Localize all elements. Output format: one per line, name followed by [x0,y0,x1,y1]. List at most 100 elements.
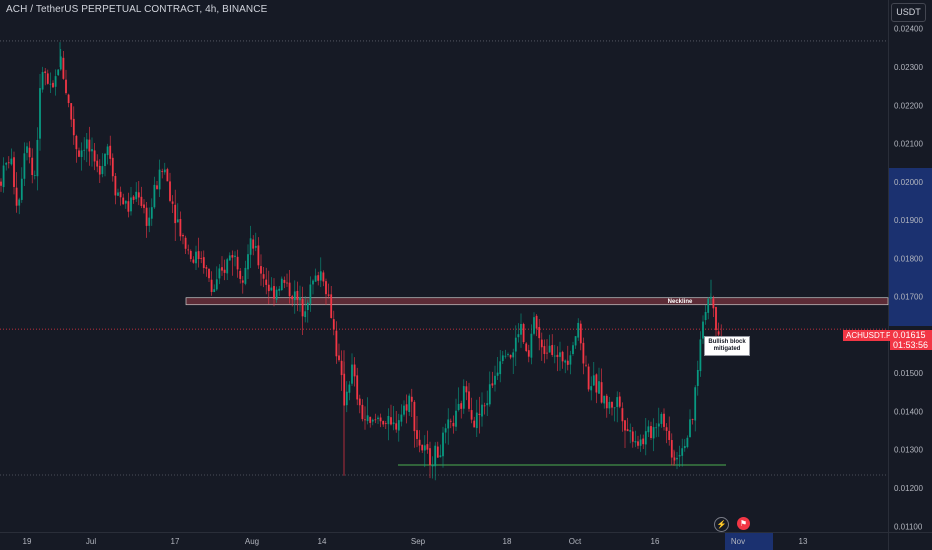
candle-body [434,445,437,467]
candle-body [257,245,260,266]
candle-body [626,429,629,432]
x-tick-label: 13 [799,537,808,546]
candle-body [299,297,301,301]
candle-body [379,417,382,422]
candle-body [358,398,361,406]
candle-body [231,255,234,258]
candle-body [473,420,476,428]
candle-body [655,427,658,429]
candle-body [353,364,356,377]
candle-body [605,395,608,409]
candle-body [665,427,668,431]
candle-body [7,162,10,164]
candle-body [49,83,52,85]
candle-body [590,386,593,391]
candle-body [273,286,275,299]
candle-body [252,239,255,249]
candle-body [236,256,239,270]
x-tick-label: 18 [503,537,512,546]
candle-body [234,255,236,257]
candle-body [244,267,247,284]
candle-body [265,279,268,285]
candle-body [291,296,294,300]
candle-body [18,199,21,206]
candle-body [364,419,366,421]
candle-body [85,139,88,149]
candle-body [88,139,91,152]
candle-body [338,355,340,361]
candle-body [223,269,226,273]
candle-body [608,401,611,409]
candle-body [548,345,551,353]
candle-body [509,354,512,358]
candle-body [634,441,637,443]
candle-body [405,404,408,411]
candle-body [418,439,421,446]
candle-body [392,422,395,424]
candle-body [114,176,117,196]
candle-body [44,71,47,73]
candle-body [647,426,650,433]
candle-body [582,342,585,364]
candle-body [397,420,400,431]
candle-body [46,73,49,84]
currency-button[interactable]: USDT [891,3,926,22]
candle-body [556,354,559,358]
candle-body [208,268,210,279]
candle-body [423,445,426,451]
lightning-icon[interactable]: ⚡ [714,517,729,532]
candle-body [31,157,34,176]
candle-body [192,259,195,263]
candle-body [652,427,655,439]
candle-body [715,307,717,331]
candle-body [262,274,265,279]
candle-body [314,275,317,282]
flag-icon[interactable]: ⚑ [737,517,750,530]
candle-body [348,384,351,393]
candle-body [247,254,249,270]
candle-body [657,423,660,427]
candle-body [631,431,634,442]
candle-body [660,413,663,424]
candle-body [538,327,541,339]
candle-body [673,457,676,461]
candle-body [530,333,533,358]
candle-body [163,169,166,173]
candle-body [10,158,13,165]
y-tick-label: 0.01400 [894,407,923,416]
candle-body [678,455,681,457]
candle-body [93,150,96,162]
candle-body [202,257,205,269]
candle-body [319,271,322,281]
y-tick-label: 0.01700 [894,293,923,302]
candle-body [408,395,411,413]
candle-body [426,444,429,450]
candle-body [457,403,460,410]
y-tick-label: 0.01500 [894,369,923,378]
candle-body [574,336,577,346]
x-tick-label: Oct [569,537,582,546]
candle-body [699,339,702,372]
candle-body [494,375,496,385]
candle-body [70,103,73,120]
candle-body [280,278,283,291]
candle-body [546,352,548,354]
candle-body [351,364,353,384]
candle-body [15,187,18,206]
candle-body [707,298,710,313]
candle-body [416,430,418,439]
y-tick-label: 0.01800 [894,254,923,263]
candle-body [369,416,372,423]
candle-body [566,360,569,365]
candle-body [335,330,338,357]
candle-body [54,76,57,87]
candle-body [533,317,535,334]
x-tick-label: Nov [731,537,745,546]
candle-body [122,197,125,205]
candle-body [377,417,379,420]
candle-body [413,401,416,432]
bullish-block-note[interactable]: Bullish block mitigated [704,336,750,356]
candle-body [241,280,244,283]
